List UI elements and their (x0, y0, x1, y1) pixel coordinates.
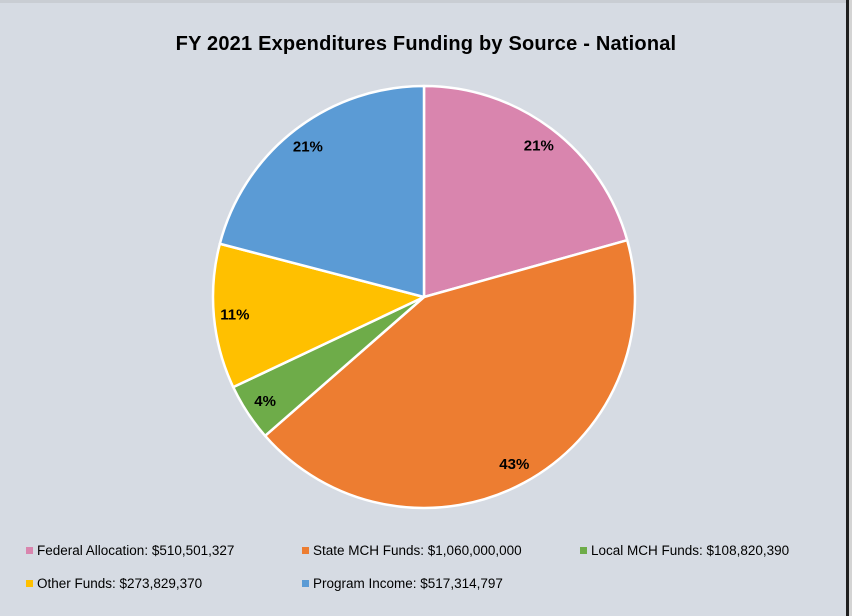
legend-marker-local-mch-funds (580, 546, 587, 554)
legend-item-other-funds: Other Funds: $273,829,370 (26, 575, 202, 591)
legend-marker-state-mch-funds (302, 546, 309, 554)
window-right-strip (849, 0, 852, 616)
legend-item-state-mch-funds: State MCH Funds: $1,060,000,000 (302, 542, 522, 558)
pie-slice-federal-allocation (422, 84, 629, 299)
pie-percent-label-local-mch-funds: 4% (254, 393, 276, 410)
legend-label-federal-allocation: Federal Allocation: $510,501,327 (37, 542, 235, 558)
pie-slice-other-funds (211, 242, 426, 389)
window-right-border (846, 0, 849, 616)
legend-item-local-mch-funds: Local MCH Funds: $108,820,390 (580, 542, 789, 558)
window-top-edge (0, 0, 852, 3)
chart-title: FY 2021 Expenditures Funding by Source -… (175, 33, 677, 55)
legend-label-local-mch-funds: Local MCH Funds: $108,820,390 (591, 542, 790, 558)
pie-percent-label-federal-allocation: 21% (524, 138, 554, 155)
pie-slice-state-mch-funds (263, 238, 637, 510)
legend-item-federal-allocation: Federal Allocation: $510,501,327 (26, 542, 234, 558)
pie-percent-label-program-income: 21% (293, 139, 323, 156)
legend-label-other-funds: Other Funds: $273,829,370 (37, 575, 203, 591)
pie-percent-label-other-funds: 11% (220, 307, 249, 324)
legend-label-state-mch-funds: State MCH Funds: $1,060,000,000 (313, 542, 522, 558)
legend-label-program-income: Program Income: $517,314,797 (313, 575, 503, 591)
legend-marker-other-funds (26, 579, 33, 587)
legend-marker-program-income (302, 579, 309, 587)
pie-slice-program-income (218, 84, 426, 299)
legend-marker-federal-allocation (26, 546, 33, 554)
pie-percent-label-state-mch-funds: 43% (499, 456, 529, 473)
legend-item-program-income: Program Income: $517,314,797 (302, 575, 503, 591)
